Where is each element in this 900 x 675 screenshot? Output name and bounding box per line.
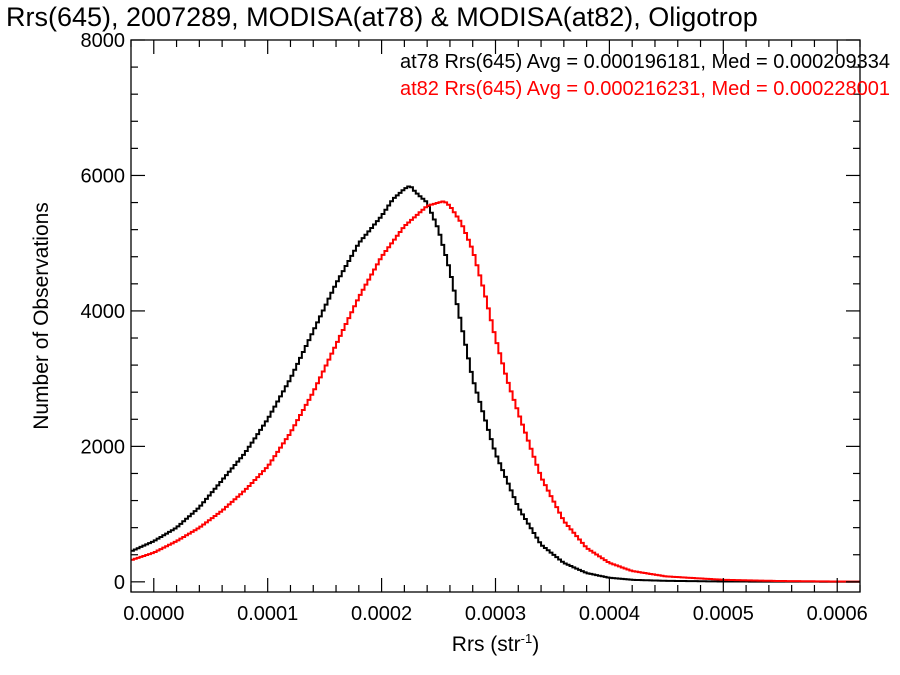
series-line-at82: [131, 200, 860, 583]
x-tick-label: 0.0003: [465, 603, 526, 625]
axis-tick-labels: 0.0000 0.0001 0.0002 0.0003 0.0004 0.0005 0.00…: [81, 30, 868, 625]
x-tick-label: 0.0005: [693, 603, 754, 625]
y-tick-label: 0: [114, 572, 125, 594]
legend-entry-at78: at78 Rrs(645) Avg = 0.000196181, Med = 0…: [400, 51, 890, 73]
series-line-at78: [131, 185, 860, 583]
x-axis-label: Rrs (str-1): [452, 631, 539, 656]
chart-title: Rrs(645), 2007289, MODISA(at78) & MODISA…: [6, 2, 758, 32]
plot-frame: [130, 39, 861, 593]
axis-ticks: [130, 39, 861, 592]
x-tick-label: 0.0006: [807, 603, 868, 625]
x-tick-label: 0.0001: [237, 603, 298, 625]
y-tick-label: 6000: [81, 165, 126, 187]
y-axis-label: Number of Observations: [30, 202, 53, 430]
y-tick-label: 2000: [81, 436, 126, 458]
x-tick-label: 0.0002: [351, 603, 412, 625]
x-tick-label: 0.0004: [579, 603, 640, 625]
y-tick-label: 4000: [81, 301, 126, 323]
plot-series-group: [131, 185, 860, 583]
legend-entry-at82: at82 Rrs(645) Avg = 0.000216231, Med = 0…: [400, 78, 890, 100]
x-tick-label: 0.0000: [123, 603, 184, 625]
y-tick-label: 8000: [81, 30, 126, 52]
